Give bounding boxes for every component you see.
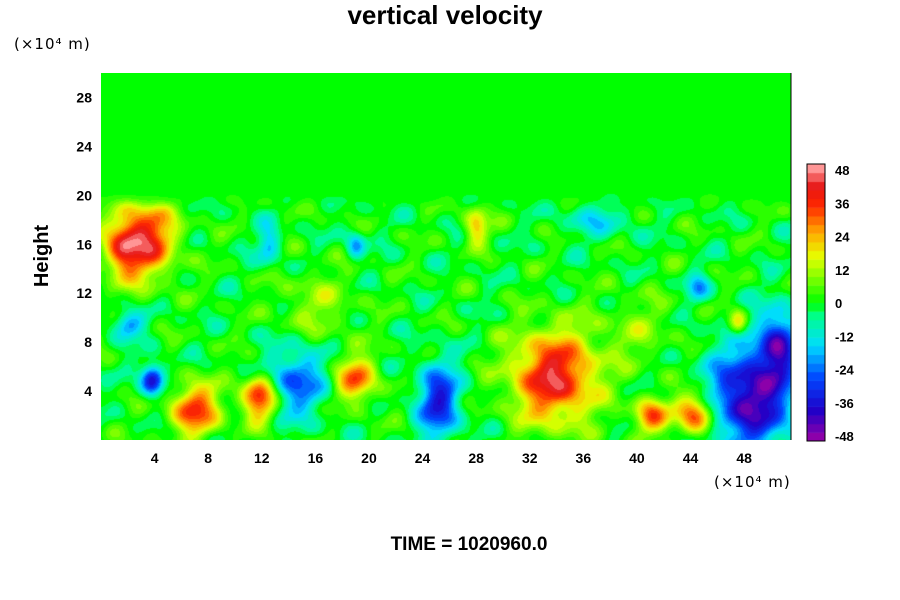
x-tick-label: 40 xyxy=(629,450,645,466)
heatmap-canvas xyxy=(101,73,791,440)
colorbar-tick-label: -48 xyxy=(835,429,854,444)
colorbar-tick-label: -12 xyxy=(835,329,854,344)
chart-title: vertical velocity xyxy=(347,0,543,30)
x-tick-label: 8 xyxy=(204,450,212,466)
x-tick-label: 4 xyxy=(151,450,159,466)
y-tick-label: 16 xyxy=(76,236,92,252)
colorbar xyxy=(807,164,825,441)
x-tick-label: 36 xyxy=(576,450,592,466)
x-tick-label: 20 xyxy=(361,450,377,466)
y-tick-label: 4 xyxy=(84,383,92,399)
x-tick-label: 44 xyxy=(683,450,699,466)
y-tick-label: 20 xyxy=(76,187,92,203)
heatmap-plot-area xyxy=(101,73,791,440)
colorbar-border xyxy=(806,163,826,442)
colorbar-ticks: -48 -36 -24 -12 0 12 24 36 48 xyxy=(835,163,855,444)
y-tick-label: 28 xyxy=(76,89,92,105)
y-tick-label: 8 xyxy=(84,334,92,350)
x-tick-label: 24 xyxy=(415,450,431,466)
x-tick-label: 48 xyxy=(736,450,752,466)
colorbar-canvas xyxy=(807,164,825,441)
colorbar-tick-label: 24 xyxy=(835,230,850,245)
colorbar-tick-label: 0 xyxy=(835,296,842,311)
y-axis-label: Height xyxy=(31,225,53,288)
x-tick-label: 28 xyxy=(468,450,484,466)
colorbar-tick-label: 36 xyxy=(835,196,849,211)
colorbar-tick-label: -24 xyxy=(835,363,855,378)
y-tick-label: 12 xyxy=(76,285,92,301)
x-tick-label: 32 xyxy=(522,450,538,466)
y-axis-unit: (×10⁴ m) xyxy=(14,35,91,53)
colorbar-tick-label: -36 xyxy=(835,396,854,411)
colorbar-tick-label: 48 xyxy=(835,163,849,178)
colorbar-tick-label: 12 xyxy=(835,263,849,278)
x-axis-unit: (×10⁴ m) xyxy=(714,473,791,491)
x-tick-label: 12 xyxy=(254,450,270,466)
time-label: TIME = 1020960.0 xyxy=(391,534,548,555)
y-axis-ticks: 4 8 12 16 20 24 28 xyxy=(76,89,92,399)
x-axis-ticks: 4 8 12 16 20 24 28 32 36 40 44 48 xyxy=(151,450,752,466)
x-tick-label: 16 xyxy=(308,450,324,466)
y-tick-label: 24 xyxy=(76,138,92,154)
